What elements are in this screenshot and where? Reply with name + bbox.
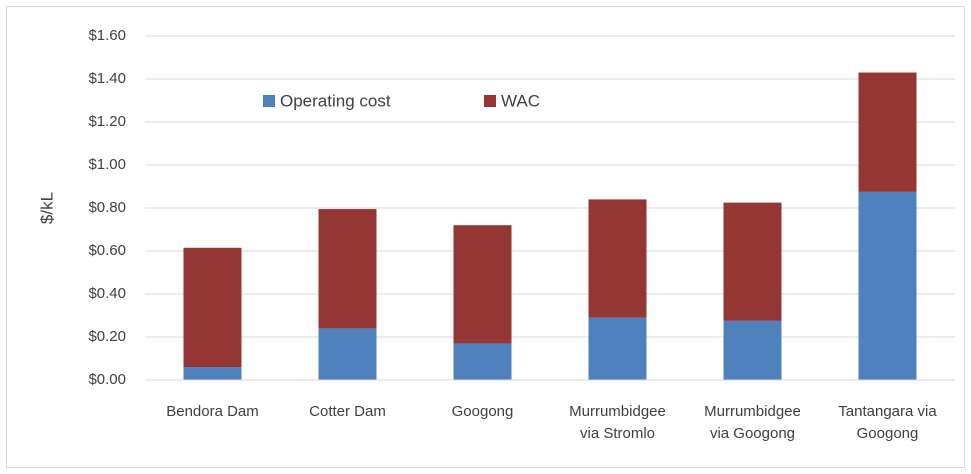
y-tick-label: $1.40: [88, 70, 126, 87]
y-axis-title: $/kL: [37, 192, 56, 224]
x-tick-label: Bendora Dam: [166, 403, 259, 420]
bar-segment: [723, 320, 782, 380]
y-tick-label: $1.20: [88, 113, 126, 130]
legend-label: Operating cost: [280, 91, 391, 110]
y-tick-label: $0.60: [88, 242, 126, 259]
bar-segment: [183, 247, 242, 368]
y-tick-label: $0.00: [88, 371, 126, 388]
bar-segment: [183, 367, 242, 380]
bar-segment: [588, 199, 647, 318]
bar-segment: [318, 328, 377, 380]
x-tick-label: Cotter Dam: [309, 403, 386, 420]
bar-segment: [723, 202, 782, 321]
x-tick-label: Tantangara via Googong: [838, 403, 937, 442]
legend-swatch: [263, 95, 275, 107]
bar-segment: [453, 343, 512, 380]
legend-swatch: [484, 95, 496, 107]
y-tick-label: $1.00: [88, 156, 126, 173]
bar-segment: [588, 317, 647, 380]
y-tick-label: $0.20: [88, 328, 126, 345]
bar-segment: [858, 191, 917, 380]
legend-label: WAC: [501, 91, 540, 110]
bar-segment: [318, 209, 377, 329]
x-tick-label: Murrumbidgee via Stromlo: [569, 403, 666, 442]
bar-segment: [453, 225, 512, 344]
x-tick-label: Murrumbidgee via Googong: [704, 403, 801, 442]
x-tick-label: Googong: [451, 403, 514, 420]
bar-segment: [858, 72, 917, 192]
y-tick-label: $1.60: [88, 27, 126, 44]
y-tick-label: $0.40: [88, 285, 126, 302]
y-tick-label: $0.80: [88, 199, 126, 216]
